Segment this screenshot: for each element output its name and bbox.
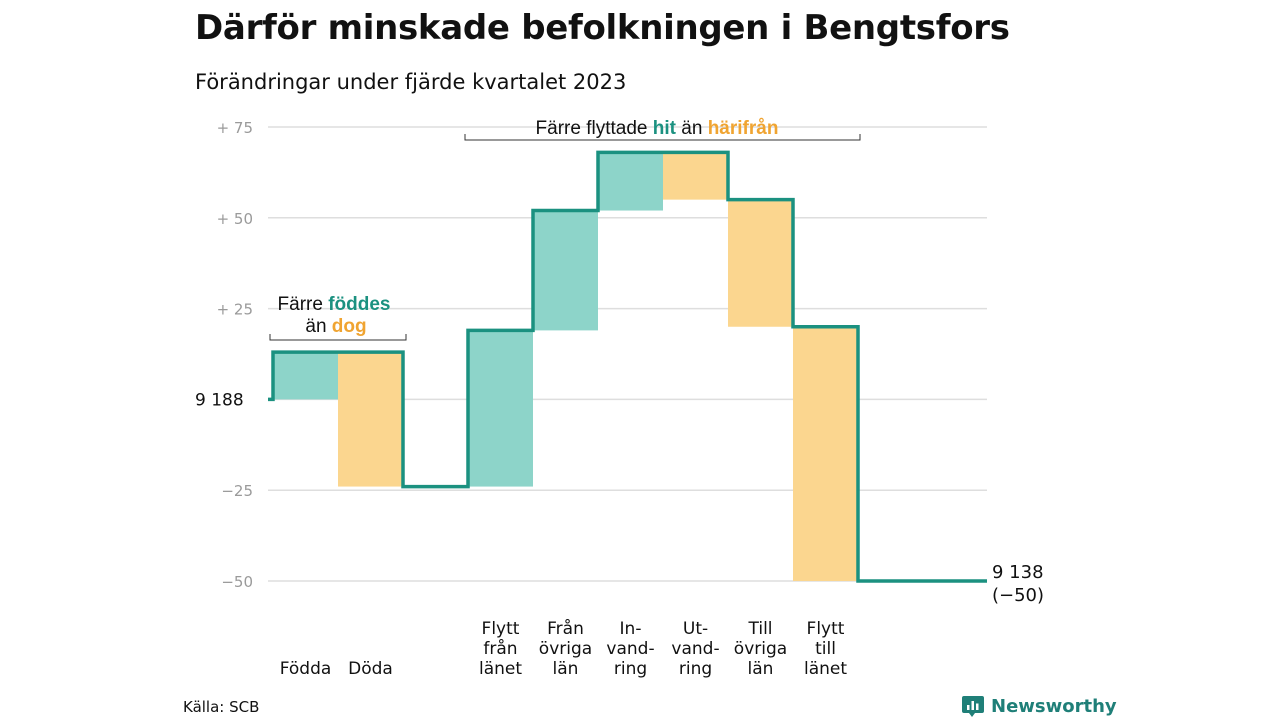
annotation-text: än — [305, 316, 331, 337]
x-category-label: Flytt — [807, 619, 845, 639]
x-category-label: Ut- — [683, 619, 708, 639]
y-tick-label: + 25 — [217, 301, 253, 319]
increase-bar — [533, 210, 598, 331]
annotation-text: Färre — [278, 294, 329, 315]
decrease-bar — [793, 326, 858, 581]
x-category-label: vand- — [671, 639, 719, 659]
x-category-label: ring — [679, 659, 712, 679]
x-category-label: övriga — [734, 639, 787, 659]
brand-logo[interactable]: Newsworthy — [961, 694, 1117, 718]
x-category-label: länet — [479, 659, 522, 679]
x-category-label: In- — [620, 619, 642, 639]
chart-title: Därför minskade befolkningen i Bengtsfor… — [195, 8, 1010, 48]
x-category-label: Från — [547, 618, 584, 639]
annotation-highlight-orange: dog — [332, 316, 367, 337]
births-bracket — [269, 334, 407, 341]
x-category-label: Döda — [348, 659, 393, 679]
y-tick-label: −25 — [221, 482, 253, 500]
annotation-highlight-teal: föddes — [328, 294, 390, 315]
increase-bar — [468, 330, 533, 487]
x-category-label: övriga — [539, 639, 592, 659]
chart-subtitle: Förändringar under fjärde kvartalet 2023 — [195, 70, 627, 94]
x-category-label: Flytt — [482, 619, 520, 639]
x-category-label: vand- — [606, 639, 654, 659]
population-step-line — [268, 150, 987, 583]
x-category-label: Till — [747, 619, 772, 639]
y-tick-label: + 75 — [217, 119, 253, 137]
annotation-text: än — [676, 118, 708, 139]
annotation-highlight-teal: hit — [653, 118, 677, 139]
annotation-text: Färre flyttade — [536, 118, 653, 139]
x-category-label: länet — [804, 659, 847, 679]
births-annotation-line2: än dog — [305, 316, 366, 337]
moves-annotation: Färre flyttade hit än härifrån — [536, 118, 779, 139]
chart-bubble-icon — [962, 696, 984, 717]
brand-name: Newsworthy — [991, 695, 1117, 717]
source-note: Källa: SCB — [183, 698, 260, 716]
annotation-highlight-orange: härifrån — [708, 118, 779, 139]
x-category-label: Födda — [280, 659, 332, 679]
x-category-label: till — [815, 639, 836, 659]
x-category-label: län — [748, 659, 774, 679]
decrease-bar — [663, 152, 728, 200]
increase-bar — [598, 152, 663, 211]
decrease-bar — [338, 352, 403, 487]
end-value-label: 9 138 — [992, 562, 1044, 583]
y-base-label: 9 188 — [195, 390, 244, 410]
increase-bar — [273, 352, 338, 400]
x-category-label: ring — [614, 659, 647, 679]
moves-bracket — [464, 134, 861, 141]
decrease-bar — [728, 199, 793, 327]
y-tick-label: −50 — [221, 573, 253, 591]
x-category-label: från — [483, 638, 517, 659]
end-change-label: (−50) — [992, 585, 1044, 606]
births-annotation-line1: Färre föddes — [278, 294, 391, 315]
x-category-label: län — [553, 659, 579, 679]
y-tick-label: + 50 — [217, 210, 253, 228]
